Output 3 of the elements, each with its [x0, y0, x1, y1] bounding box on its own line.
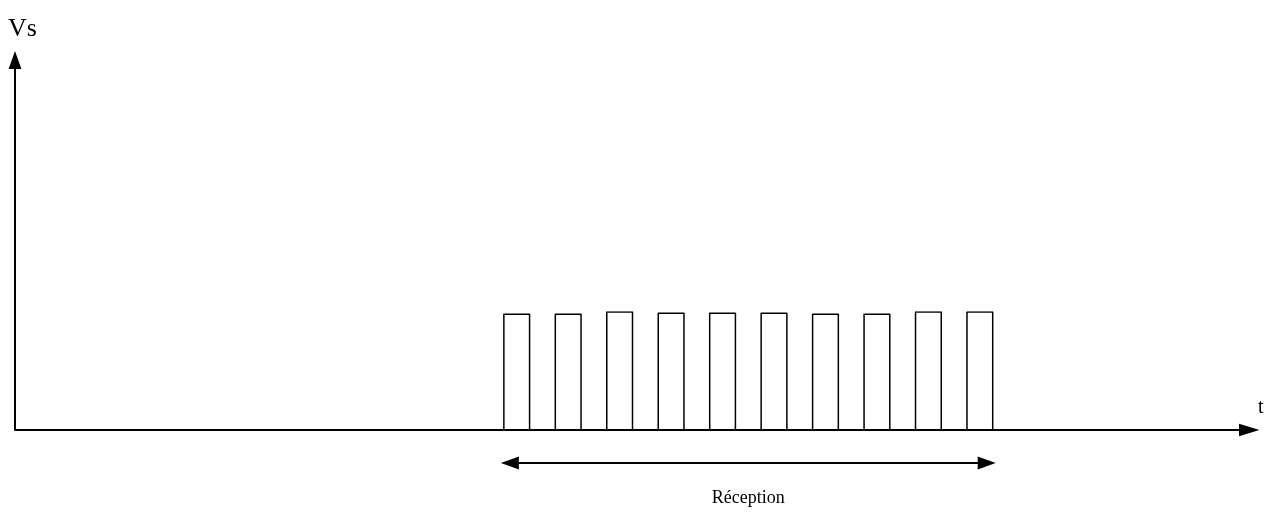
text: Réception — [711, 487, 785, 507]
x-axis-title: t — [1258, 395, 1264, 417]
text: Vs — [8, 12, 37, 42]
